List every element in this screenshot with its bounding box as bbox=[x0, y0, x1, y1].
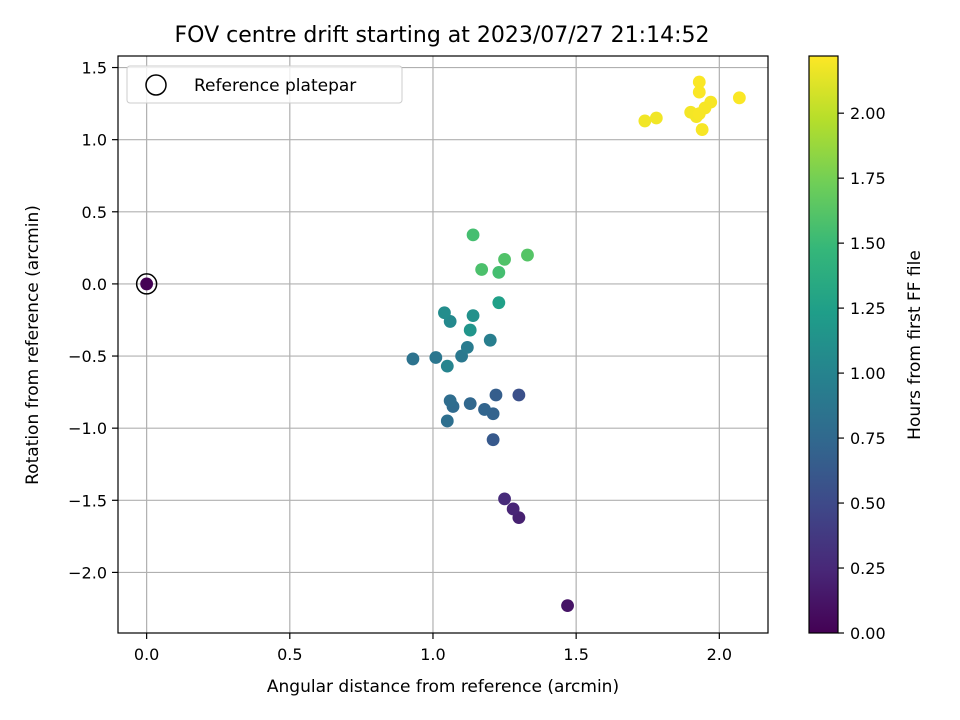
scatter-point bbox=[463, 397, 477, 411]
scatter-point bbox=[692, 85, 706, 99]
x-tick-label: 2.0 bbox=[707, 645, 732, 664]
colorbar-tick-label: 1.00 bbox=[850, 364, 886, 383]
legend-label-reference: Reference platepar bbox=[194, 76, 356, 96]
x-tick-label: 0.5 bbox=[277, 645, 302, 664]
colorbar-tick-label: 0.25 bbox=[850, 559, 886, 578]
y-axis-ticks: 1.5 1.0 0.5 0.0 −0.5 −1.0 −1.5 −2.0 bbox=[68, 59, 118, 582]
grid-lines bbox=[118, 56, 768, 633]
scatter-point bbox=[649, 111, 663, 125]
colorbar-ticks: 0.00 0.25 0.50 0.75 1.00 1.25 1.50 1.75 2.00 bbox=[838, 104, 886, 643]
chart-title: FOV centre drift starting at 2023/07/27 … bbox=[175, 23, 710, 48]
x-tick-label: 1.5 bbox=[563, 645, 588, 664]
scatter-point bbox=[732, 91, 746, 105]
colorbar-tick-label: 1.25 bbox=[850, 299, 886, 318]
plot-frame bbox=[117, 55, 769, 634]
scatter-point bbox=[521, 248, 534, 262]
y-tick-label: 0.0 bbox=[82, 275, 107, 294]
y-tick-label: −2.0 bbox=[68, 563, 107, 582]
colorbar-tick-label: 0.75 bbox=[850, 429, 886, 448]
x-axis-ticks: 0.0 0.5 1.0 1.5 2.0 bbox=[134, 633, 732, 664]
scatter-point bbox=[440, 359, 454, 373]
y-tick-label: 1.5 bbox=[82, 59, 107, 78]
y-tick-label: 0.5 bbox=[82, 203, 107, 222]
data-points bbox=[406, 75, 746, 612]
scatter-point bbox=[463, 323, 477, 337]
scatter-point bbox=[492, 296, 506, 310]
scatter-point bbox=[466, 309, 480, 323]
scatter-point bbox=[475, 263, 489, 276]
colorbar-tick-label: 1.50 bbox=[850, 234, 886, 253]
scatter-point bbox=[460, 340, 474, 354]
scatter-point bbox=[466, 228, 480, 242]
x-axis-label: Angular distance from reference (arcmin) bbox=[267, 677, 619, 697]
legend-box bbox=[126, 65, 403, 104]
colorbar-tick-label: 0.00 bbox=[850, 624, 886, 643]
legend-marker-reference bbox=[145, 74, 167, 96]
scatter-point bbox=[498, 492, 511, 506]
scatter-point bbox=[406, 352, 420, 366]
scatter-point bbox=[489, 388, 503, 402]
scatter-point bbox=[498, 252, 511, 266]
scatter-point bbox=[440, 414, 454, 428]
scatter-point bbox=[704, 95, 718, 109]
legend: Reference platepar bbox=[126, 65, 403, 104]
scatter-point bbox=[638, 114, 652, 128]
scatter-point bbox=[506, 502, 520, 516]
scatter-point bbox=[486, 433, 500, 447]
x-tick-label: 1.0 bbox=[420, 645, 445, 664]
scatter-point bbox=[695, 123, 709, 136]
colorbar: 0.00 0.25 0.50 0.75 1.00 1.25 1.50 1.75 2.00 Hou… bbox=[808, 55, 925, 643]
colorbar-tick-label: 0.50 bbox=[850, 494, 886, 513]
reference-marker bbox=[135, 273, 158, 295]
scatter-point bbox=[443, 394, 457, 408]
y-tick-label: 1.0 bbox=[82, 131, 107, 150]
scatter-point bbox=[478, 403, 491, 416]
x-tick-label: 0.0 bbox=[134, 645, 159, 664]
colorbar-tick-label: 2.00 bbox=[850, 104, 886, 123]
colorbar-tick-label: 1.75 bbox=[850, 169, 886, 188]
reference-point-fill bbox=[140, 277, 154, 291]
y-axis-label: Rotation from reference (arcmin) bbox=[23, 205, 43, 485]
scatter-point bbox=[512, 388, 526, 402]
scatter-point bbox=[438, 306, 451, 320]
y-tick-label: −1.5 bbox=[68, 491, 107, 510]
colorbar-label: Hours from first FF file bbox=[905, 250, 925, 440]
scatter-point bbox=[561, 599, 574, 612]
scatter-point bbox=[492, 265, 506, 279]
y-tick-label: −0.5 bbox=[68, 347, 107, 366]
reference-point-ring bbox=[135, 273, 158, 295]
scatter-point bbox=[429, 351, 443, 364]
y-tick-label: −1.0 bbox=[68, 419, 107, 438]
scatter-point bbox=[483, 333, 497, 347]
scatter-point bbox=[692, 75, 706, 89]
colorbar-gradient bbox=[808, 55, 839, 634]
